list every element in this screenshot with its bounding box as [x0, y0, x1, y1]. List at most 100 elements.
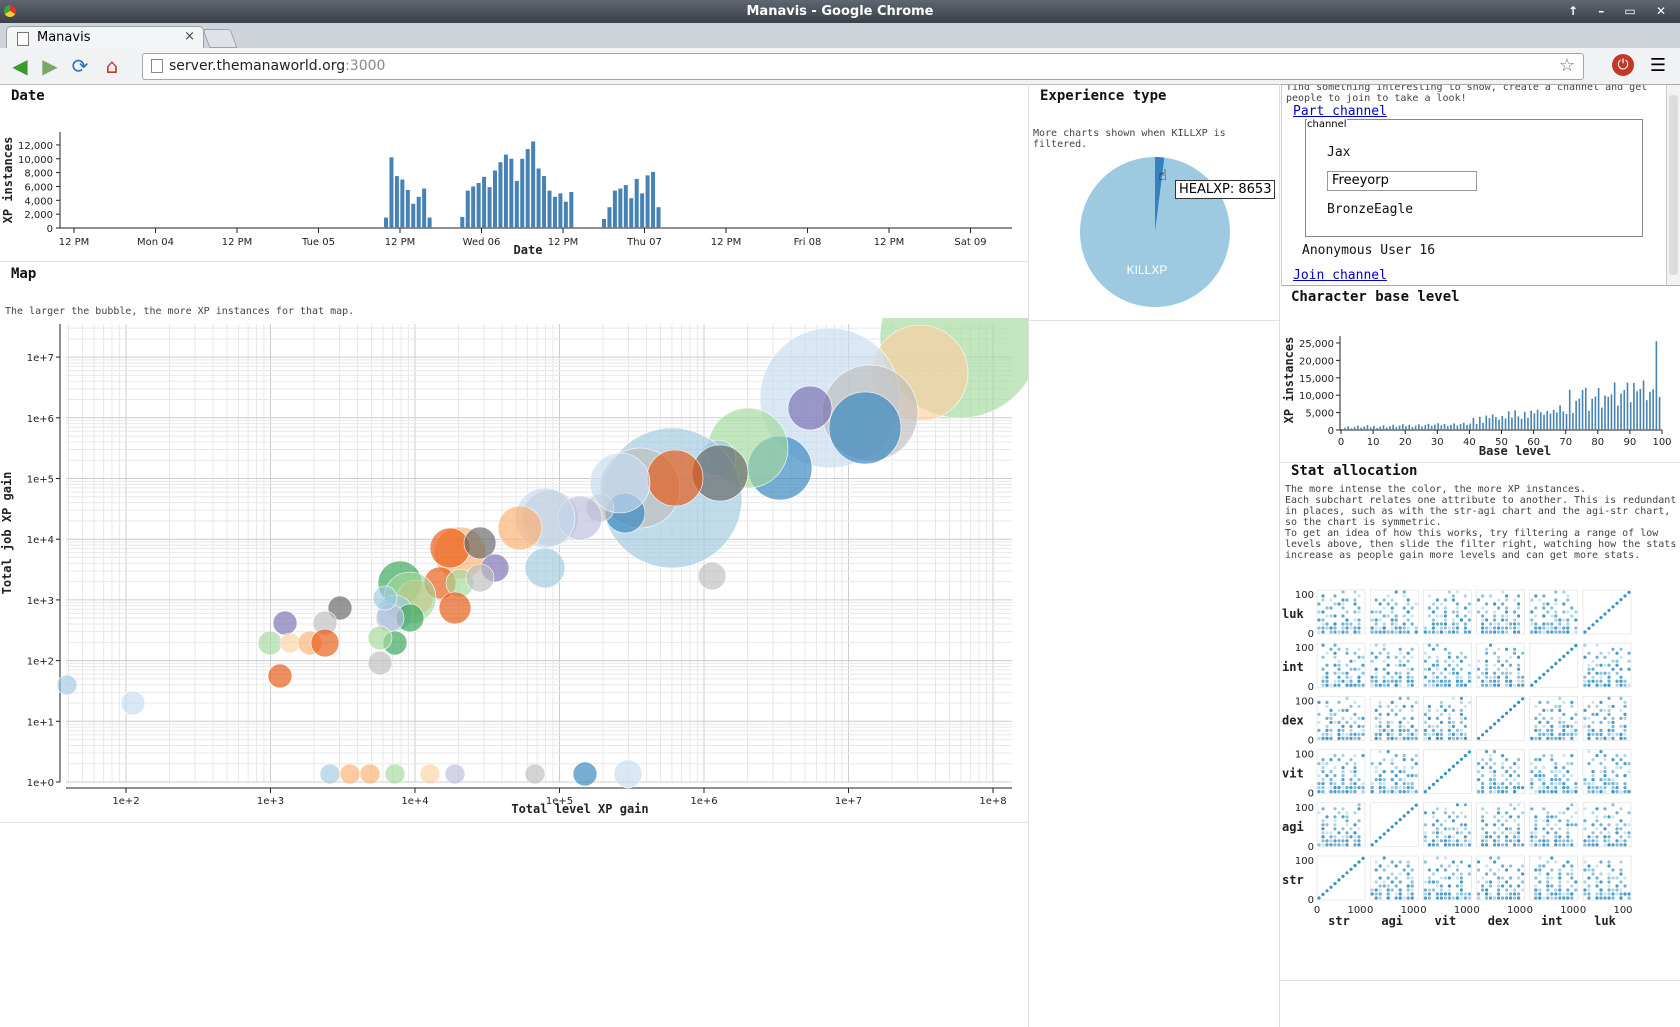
y-tick-label: 8,000 — [24, 169, 53, 180]
stat-matrix-chart[interactable]: luk1000int1000dex1000vit1000agi1000str10… — [1280, 582, 1680, 952]
reload-icon[interactable]: ⟳ — [71, 54, 89, 78]
stat-point — [1443, 622, 1447, 626]
stat-point — [1534, 626, 1538, 630]
map-bubble-chart[interactable]: 1e+2 1e+3 1e+4 1e+5 1e+6 1e+7 1e+81e+71e+61e+5… — [0, 318, 1028, 818]
exp-pie-chart[interactable]: KILLXP — [1060, 150, 1230, 320]
y-tick-label: 25,000 — [1299, 339, 1334, 350]
x-tick-label: 1e+3 — [257, 796, 284, 807]
stat-point — [1398, 728, 1402, 732]
stat-point — [1386, 663, 1390, 667]
back-arrow-icon[interactable]: ◀ — [12, 54, 28, 78]
stat-point — [1530, 618, 1534, 622]
stat-point — [1530, 598, 1534, 602]
date-bar — [482, 176, 487, 228]
new-tab-button[interactable] — [202, 29, 238, 48]
stat-point — [1481, 622, 1485, 626]
stat-point — [1329, 778, 1333, 782]
scrollbar-thumb[interactable] — [1669, 95, 1678, 275]
stat-point — [1485, 762, 1489, 766]
nickname-input[interactable]: Freeyorp — [1327, 171, 1477, 191]
stat-point — [1521, 872, 1525, 876]
stat-point — [1562, 892, 1566, 896]
menu-icon[interactable]: ☰ — [1649, 55, 1667, 76]
stat-point — [1558, 884, 1562, 888]
base-level-bar — [1382, 425, 1385, 430]
stat-point — [1451, 724, 1455, 728]
stat-point — [1333, 839, 1337, 843]
stat-point — [1459, 823, 1463, 827]
stat-point — [1587, 716, 1591, 720]
extension-icon[interactable]: ⏻ — [1612, 54, 1634, 76]
stat-point — [1534, 716, 1538, 720]
stat-point — [1554, 630, 1558, 634]
stat-point — [1542, 782, 1546, 786]
stat-point — [1619, 758, 1623, 762]
stat-point — [1542, 630, 1546, 634]
stat-point — [1562, 896, 1566, 900]
stat-subchart — [1316, 642, 1366, 688]
stat-point — [1345, 663, 1349, 667]
base-panel-title: Character base level — [1291, 289, 1460, 305]
y-tick-label: 2,000 — [24, 210, 53, 221]
tab-manavis[interactable]: Manavis × — [6, 26, 204, 49]
stat-point — [1402, 814, 1406, 818]
stat-point — [1477, 598, 1481, 602]
stat-point — [1427, 736, 1431, 740]
stat-point — [1357, 606, 1361, 610]
stat-point — [1627, 683, 1631, 687]
stat-tick-lo: 0 — [1308, 789, 1314, 800]
stat-point — [1607, 839, 1611, 843]
stat-point — [1370, 610, 1374, 614]
stat-point — [1386, 630, 1390, 634]
channel-scrollbar[interactable] — [1666, 85, 1680, 285]
stat-point — [1357, 655, 1361, 659]
stat-tick-lo: 0 — [1308, 735, 1314, 746]
stat-point — [1611, 647, 1615, 651]
stat-point — [1374, 630, 1378, 634]
base-level-bar — [1578, 398, 1581, 430]
stat-point — [1566, 594, 1570, 598]
window-controls[interactable]: ↑ – ▭ ✕ — [1568, 4, 1674, 18]
base-level-bar — [1610, 394, 1613, 430]
join-channel-link[interactable]: Join channel — [1293, 268, 1387, 283]
star-icon[interactable]: ☆ — [1558, 55, 1575, 76]
stat-point — [1477, 659, 1481, 663]
stat-point — [1583, 880, 1587, 884]
stat-point — [1570, 790, 1574, 794]
stat-point — [1587, 790, 1591, 794]
stat-point — [1562, 654, 1566, 658]
tab-close-icon[interactable]: × — [184, 29, 195, 44]
stat-subchart — [1476, 749, 1525, 794]
stat-point — [1603, 896, 1607, 900]
stat-point — [1455, 626, 1459, 630]
forward-arrow-icon[interactable]: ▶ — [42, 54, 58, 78]
stat-point — [1439, 864, 1443, 868]
stat-point — [1447, 651, 1451, 655]
stat-point — [1517, 594, 1521, 598]
stat-point — [1517, 831, 1521, 835]
stat-point — [1550, 876, 1554, 880]
address-bar[interactable]: server.themanaworld.org:3000 ☆ — [142, 53, 1584, 80]
stat-point — [1345, 679, 1349, 683]
stat-point — [1607, 843, 1611, 847]
stat-tick-hi: 100 — [1613, 905, 1632, 916]
home-icon[interactable]: ⌂ — [105, 54, 119, 78]
stat-point — [1554, 888, 1558, 892]
tab-strip: Manavis × — [0, 23, 1680, 49]
stat-point — [1459, 892, 1463, 896]
stat-point — [1406, 667, 1410, 671]
stat-col-label: dex — [1488, 914, 1510, 928]
stat-point — [1398, 683, 1402, 687]
stat-point — [1489, 754, 1493, 758]
stat-point — [1467, 610, 1471, 614]
stat-point — [1558, 880, 1562, 884]
stat-point — [1357, 786, 1361, 790]
part-channel-link[interactable]: Part channel — [1293, 104, 1387, 119]
stat-point — [1361, 790, 1365, 794]
stat-point — [1325, 774, 1329, 778]
stat-point — [1443, 835, 1447, 839]
stat-point — [1333, 626, 1337, 630]
stat-point — [1406, 626, 1410, 630]
